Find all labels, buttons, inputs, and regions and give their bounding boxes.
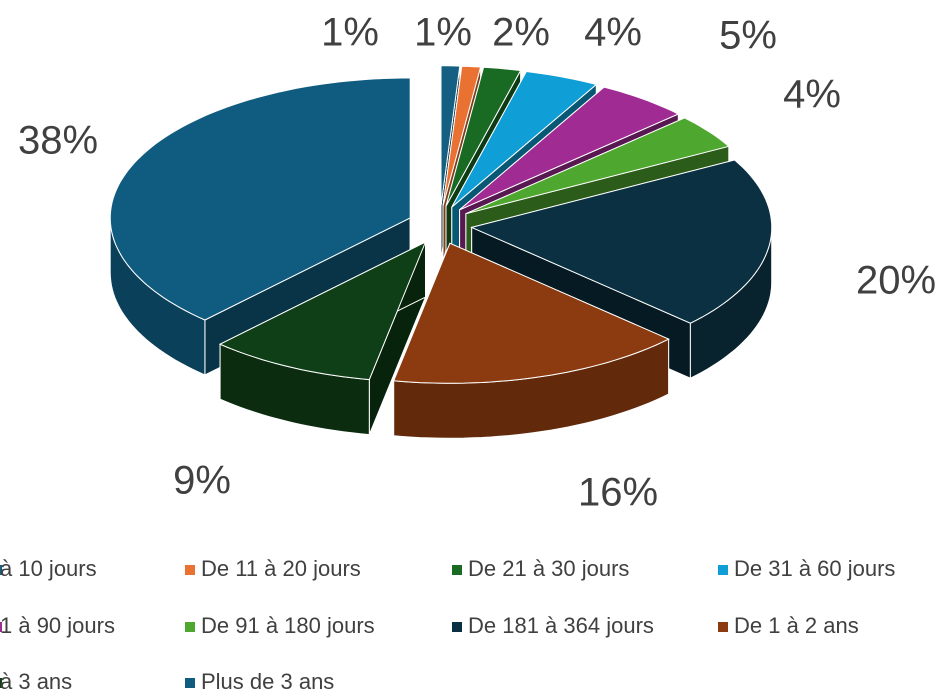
legend-swatch <box>185 678 195 688</box>
slice-top <box>442 65 482 207</box>
legend-swatch <box>185 622 195 632</box>
slice-top <box>465 117 730 215</box>
legend-label: De 181 à 364 jours <box>468 613 654 638</box>
slice-top <box>109 77 411 321</box>
legend-label: De 91 à 180 jours <box>201 613 375 638</box>
legend-label: à 3 ans <box>0 669 72 694</box>
slice-top <box>459 86 680 211</box>
data-label: 2% <box>492 11 550 55</box>
legend-label: Plus de 3 ans <box>201 669 334 694</box>
slice <box>392 242 670 439</box>
slice-top <box>445 66 522 207</box>
legend-label: De 31 à 60 jours <box>734 556 895 581</box>
legend-swatch <box>0 678 2 688</box>
legend-swatch <box>718 565 728 575</box>
data-label: 4% <box>584 11 642 55</box>
legend-label: à 10 jours <box>0 556 97 581</box>
slice-top <box>440 65 461 206</box>
data-label: 1% <box>321 11 379 55</box>
slice-top <box>470 159 773 324</box>
legend-label: De 11 à 20 jours <box>201 556 361 581</box>
legend-swatch <box>452 565 462 575</box>
data-label: 1% <box>414 11 472 55</box>
slice <box>218 241 427 436</box>
legend-label: 1 à 90 jours <box>0 613 115 638</box>
legend-swatch <box>185 565 195 575</box>
data-label: 16% <box>578 471 658 515</box>
data-label: 20% <box>856 259 936 303</box>
legend-swatch <box>0 622 2 632</box>
data-label: 4% <box>783 73 841 117</box>
legend-swatch <box>718 622 728 632</box>
slice-top <box>451 70 598 208</box>
data-label: 38% <box>18 119 98 163</box>
slice-top <box>218 241 427 381</box>
legend-swatch <box>0 565 2 575</box>
slice-top <box>392 242 670 384</box>
data-label: 5% <box>719 14 777 58</box>
data-label: 9% <box>173 459 231 503</box>
legend-label: De 1 à 2 ans <box>734 613 859 638</box>
legend-swatch <box>452 622 462 632</box>
legend-label: De 21 à 30 jours <box>468 556 629 581</box>
